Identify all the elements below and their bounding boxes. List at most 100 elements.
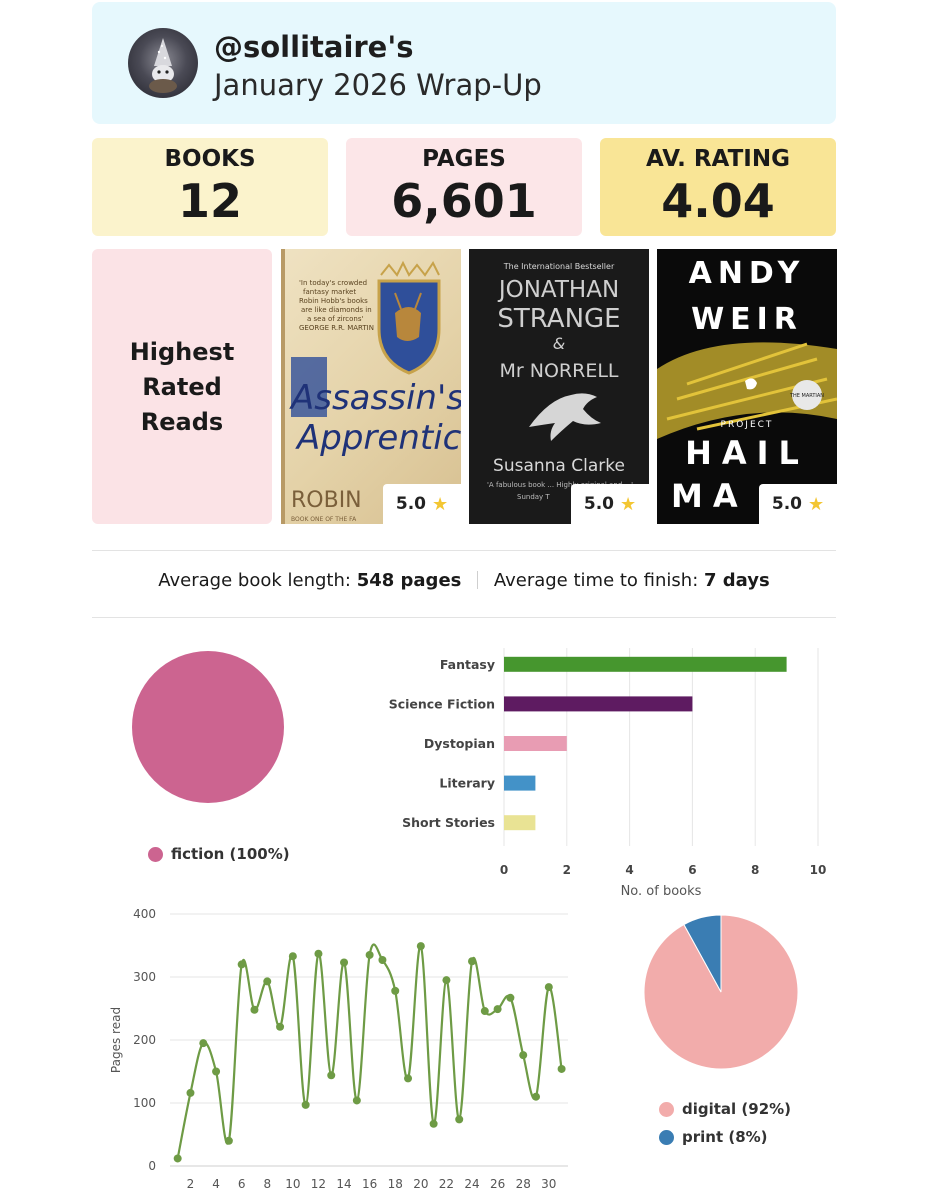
data-point[interactable] bbox=[224, 1136, 233, 1145]
data-point[interactable] bbox=[378, 955, 387, 964]
star-icon: ★ bbox=[431, 493, 449, 515]
stat-pages-label: PAGES bbox=[422, 146, 506, 172]
x-tick-label: 12 bbox=[311, 1177, 326, 1191]
data-point[interactable] bbox=[365, 950, 374, 959]
data-point[interactable] bbox=[468, 957, 477, 966]
data-point[interactable] bbox=[506, 993, 515, 1002]
username-handle: @sollitaire's bbox=[214, 30, 414, 64]
genre-bar-chart: 0 2 4 6 8 10 Fantasy Science Fiction Dystopian Li… bbox=[389, 648, 826, 899]
category-label: Dystopian bbox=[424, 736, 495, 751]
stat-pages: PAGES 6,601 bbox=[346, 138, 582, 236]
averages-row: Average book length: 548 pages Average t… bbox=[92, 570, 836, 591]
data-point[interactable] bbox=[340, 958, 349, 967]
x-axis-label: No. of books bbox=[621, 884, 702, 899]
data-point[interactable] bbox=[173, 1154, 182, 1163]
data-point[interactable] bbox=[352, 1096, 361, 1105]
cover-1-series-note: BOOK ONE OF THE FA bbox=[291, 516, 357, 523]
format-pie-chart bbox=[643, 914, 799, 1070]
x-tick-label: 2 bbox=[563, 863, 571, 877]
cover-1-title-line2: Apprentice bbox=[295, 418, 461, 458]
cover-3-title-line2: MA bbox=[671, 477, 748, 515]
category-label: Literary bbox=[439, 776, 495, 791]
cover-2-author: Susanna Clarke bbox=[493, 456, 625, 476]
data-point[interactable] bbox=[212, 1067, 221, 1076]
bar-short-stories[interactable] bbox=[504, 815, 536, 831]
rating-value: 5.0 bbox=[583, 494, 614, 514]
data-point[interactable] bbox=[519, 1051, 528, 1060]
cover-art-assassins-apprentice: 'In today's crowded fantasy market Robin … bbox=[281, 249, 461, 524]
data-point[interactable] bbox=[455, 1115, 464, 1124]
data-point[interactable] bbox=[199, 1039, 208, 1048]
data-point[interactable] bbox=[532, 1092, 541, 1101]
bar-science-fiction[interactable] bbox=[504, 696, 693, 712]
fiction-legend: fiction (100%) bbox=[148, 845, 290, 863]
divider bbox=[92, 550, 836, 551]
data-point[interactable] bbox=[442, 976, 451, 985]
avg-length-value: 548 pages bbox=[356, 570, 462, 591]
x-tick-label: 30 bbox=[541, 1177, 556, 1191]
x-tick-label: 18 bbox=[388, 1177, 403, 1191]
data-point[interactable] bbox=[544, 983, 553, 992]
data-point[interactable] bbox=[237, 960, 246, 969]
x-tick-label: 6 bbox=[238, 1177, 246, 1191]
star-icon: ★ bbox=[807, 493, 825, 515]
data-point[interactable] bbox=[276, 1022, 285, 1031]
data-point[interactable] bbox=[301, 1100, 310, 1109]
x-tick-label: 0 bbox=[500, 863, 508, 877]
rating-badge: 5.0 ★ bbox=[383, 484, 461, 524]
x-tick-label: 28 bbox=[516, 1177, 531, 1191]
highest-rated-title: Highest Rated Reads bbox=[129, 338, 235, 436]
data-point[interactable] bbox=[429, 1119, 438, 1128]
data-point[interactable] bbox=[493, 1005, 502, 1014]
bar-dystopian[interactable] bbox=[504, 736, 567, 751]
book-cover-jonathan-strange[interactable]: The International Bestseller JONATHAN ST… bbox=[469, 249, 649, 524]
x-tick-label: 14 bbox=[336, 1177, 351, 1191]
wrapup-header: @sollitaire's January 2026 Wrap-Up bbox=[92, 2, 836, 124]
avatar[interactable] bbox=[128, 28, 198, 98]
data-point[interactable] bbox=[314, 949, 323, 958]
data-point[interactable] bbox=[480, 1007, 489, 1016]
data-point[interactable] bbox=[263, 977, 272, 986]
legend-label-print: print (8%) bbox=[682, 1128, 768, 1146]
data-point[interactable] bbox=[557, 1064, 566, 1073]
divider bbox=[477, 571, 479, 589]
bar-literary[interactable] bbox=[504, 775, 536, 791]
data-point[interactable] bbox=[327, 1071, 336, 1080]
book-cover-project-hail-mary[interactable]: ANDY WEIR THE MARTIAN PROJECT HAIL MA 5.… bbox=[657, 249, 837, 524]
data-point[interactable] bbox=[404, 1074, 413, 1083]
y-tick-label: 100 bbox=[133, 1096, 156, 1110]
y-tick-label: 400 bbox=[133, 907, 156, 921]
book-cover-assassins-apprentice[interactable]: 'In today's crowded fantasy market Robin … bbox=[281, 249, 461, 524]
legend-dot-digital bbox=[659, 1101, 674, 1117]
fiction-pie-chart bbox=[132, 651, 284, 803]
cover-1-blurb: 'In today's crowded fantasy market Robin … bbox=[299, 279, 374, 332]
cover-art-jonathan-strange: The International Bestseller JONATHAN ST… bbox=[487, 262, 633, 501]
cover-1-author: ROBIN bbox=[291, 488, 362, 513]
y-tick-label: 300 bbox=[133, 970, 156, 984]
x-tick-label: 22 bbox=[439, 1177, 454, 1191]
bar-fantasy[interactable] bbox=[504, 656, 787, 672]
cover-2-title-line1: JONATHAN bbox=[497, 277, 619, 303]
data-point[interactable] bbox=[416, 942, 425, 951]
cover-2-title-line2: STRANGE bbox=[497, 304, 620, 334]
cover-2-blurb: 'A fabulous book ... Highly original and… bbox=[487, 481, 633, 489]
data-point[interactable] bbox=[391, 986, 400, 995]
stat-books: BOOKS 12 bbox=[92, 138, 328, 236]
avg-time-value: 7 days bbox=[704, 570, 770, 591]
cover-3-title-line1: HAIL bbox=[685, 434, 809, 472]
x-tick-label: 4 bbox=[212, 1177, 220, 1191]
cover-3-kicker: PROJECT bbox=[721, 420, 774, 430]
pie-slice-fiction[interactable] bbox=[132, 651, 284, 803]
pie-slice-print[interactable] bbox=[683, 914, 722, 993]
legend-dot-fiction bbox=[148, 846, 163, 862]
avg-length-label: Average book length: bbox=[158, 570, 351, 591]
rating-value: 5.0 bbox=[395, 494, 426, 514]
data-point[interactable] bbox=[250, 1005, 259, 1014]
data-point[interactable] bbox=[288, 952, 297, 961]
rating-badge: 5.0 ★ bbox=[571, 484, 649, 524]
data-point[interactable] bbox=[186, 1088, 195, 1097]
avatar-illustration bbox=[149, 38, 177, 93]
cover-3-author-line2: WEIR bbox=[691, 302, 803, 337]
category-label: Science Fiction bbox=[389, 696, 495, 711]
x-tick-label: 2 bbox=[187, 1177, 195, 1191]
